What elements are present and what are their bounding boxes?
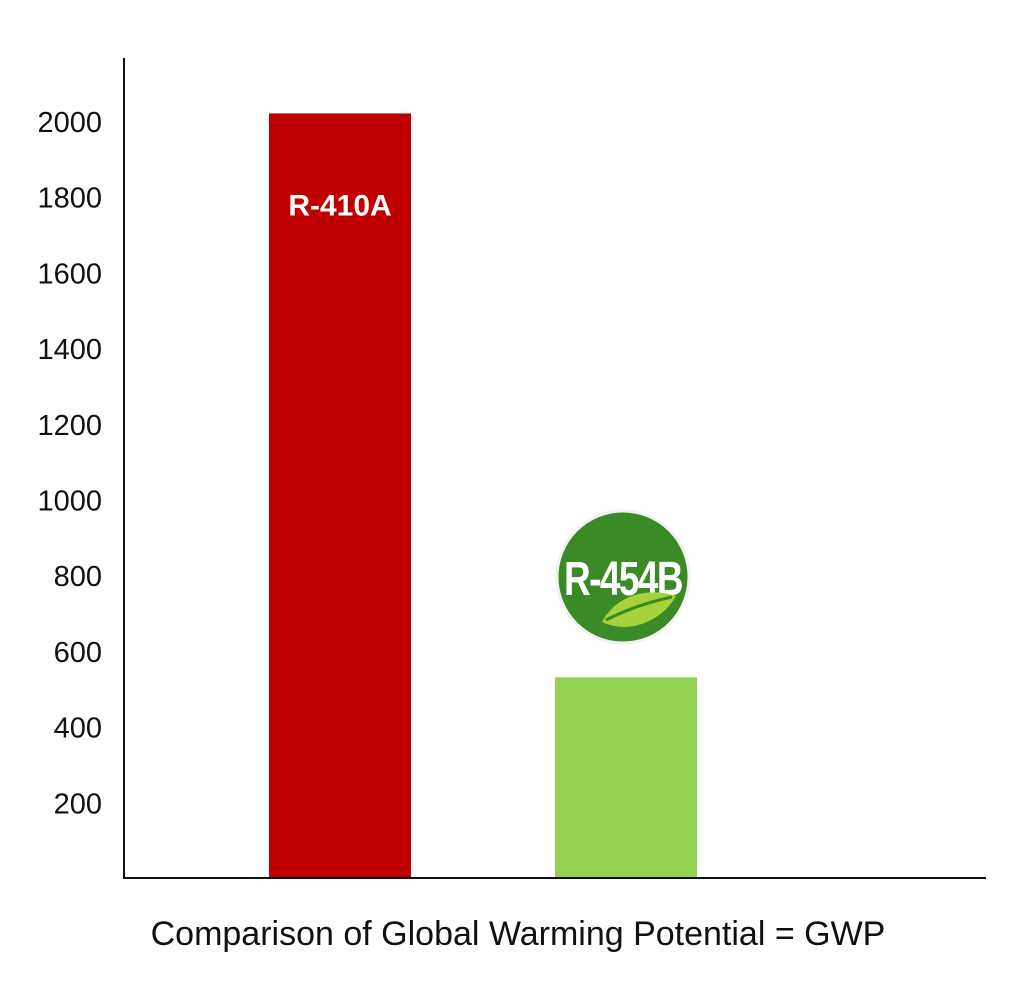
y-axis-ticks: 200 400 600 800 1000 1200 1400 1600 1800 2000 [37,107,102,820]
y-tick-label: 1600 [37,258,102,290]
bars [269,113,697,879]
bar-r-410a [269,113,411,879]
y-tick-label: 1000 [37,486,102,518]
y-tick-label: 1200 [37,410,102,442]
y-tick-label: 2000 [37,107,102,139]
leaf-icon [602,592,676,627]
bar-r-454b [555,677,697,878]
bar-labels: R-410A [288,189,391,222]
y-tick-label: 600 [54,637,102,669]
r454b-badge: R-454B [555,509,691,645]
y-tick-label: 400 [54,713,102,745]
x-axis-title: Comparison of Global Warming Potential =… [151,915,886,953]
y-tick-label: 800 [54,561,102,593]
leaf-vein [605,595,673,622]
y-tick-label: 1800 [37,183,102,215]
bar-label: R-410A [288,189,391,222]
y-tick-label: 200 [54,788,102,820]
y-tick-label: 1400 [37,334,102,366]
